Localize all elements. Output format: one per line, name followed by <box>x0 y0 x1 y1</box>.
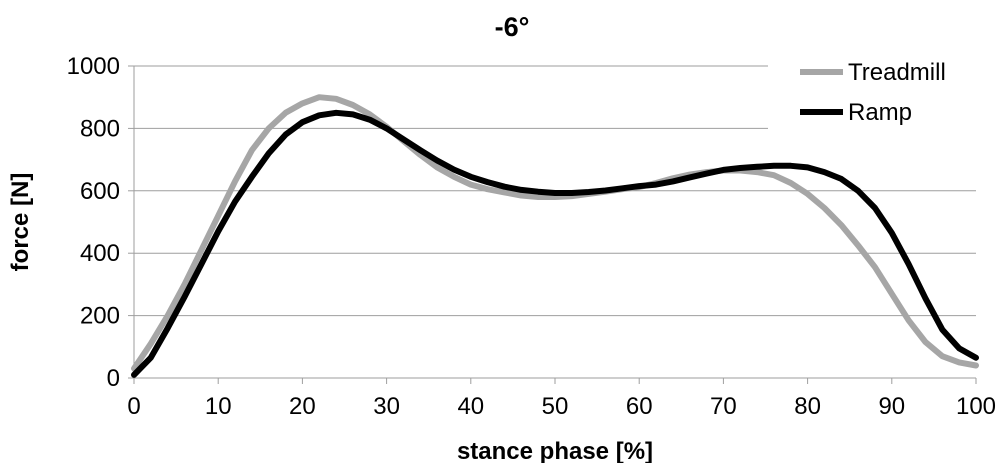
y-tick-label: 800 <box>80 115 120 142</box>
y-tick-label: 600 <box>80 178 120 205</box>
legend-label-treadmill: Treadmill <box>848 59 946 86</box>
y-tick-label: 1000 <box>67 53 120 80</box>
y-axis-ticks: 0 200 400 600 800 1000 <box>67 53 134 392</box>
x-tick-label: 20 <box>289 393 316 420</box>
x-tick-label: 40 <box>457 393 484 420</box>
x-tick-label: 0 <box>127 393 140 420</box>
y-tick-label: 200 <box>80 303 120 330</box>
legend-label-ramp: Ramp <box>848 99 912 126</box>
x-tick-label: 50 <box>542 393 569 420</box>
y-tick-label: 0 <box>107 365 120 392</box>
legend-background <box>768 52 978 134</box>
x-tick-label: 30 <box>373 393 400 420</box>
x-axis-title: stance phase [%] <box>457 438 653 463</box>
legend: Treadmill Ramp <box>768 52 978 134</box>
series-line-ramp <box>131 109 979 378</box>
x-tick-label: 80 <box>794 393 821 420</box>
x-tick-label: 70 <box>710 393 737 420</box>
series-line-treadmill <box>131 94 979 372</box>
x-tick-label: 90 <box>878 393 905 420</box>
x-axis-ticks: 0 10 20 30 40 50 60 70 80 90 100 <box>127 378 996 420</box>
y-axis-title: force [N] <box>7 173 34 272</box>
chart-title: -6° <box>495 12 530 42</box>
x-tick-label: 60 <box>626 393 653 420</box>
series-lines <box>131 94 979 378</box>
x-tick-label: 100 <box>956 393 996 420</box>
y-tick-label: 400 <box>80 240 120 267</box>
x-tick-label: 10 <box>205 393 232 420</box>
